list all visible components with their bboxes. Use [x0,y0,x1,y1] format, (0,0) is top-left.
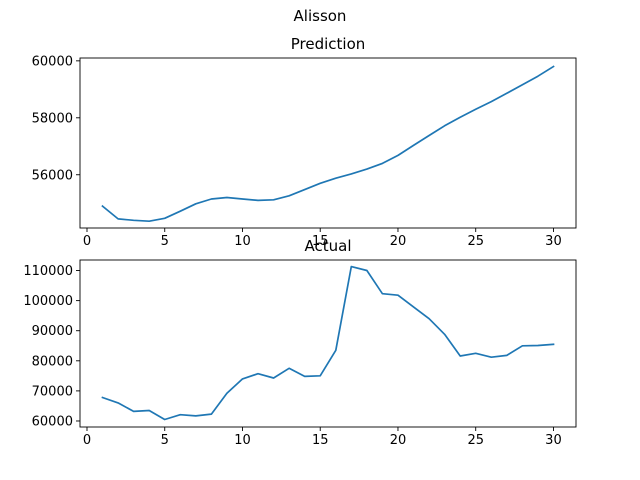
actual-y-tick-label: 100000 [23,294,73,309]
actual-y-tick-label: 80000 [32,354,73,369]
prediction-x-tick-label: 25 [467,234,484,249]
actual-x-tick-label: 5 [161,433,169,448]
actual-x-tick-label: 25 [467,433,484,448]
prediction-chart: Prediction 0 5 10 15 20 25 30 56000 58000 60000 [32,35,577,249]
prediction-x-tick-label: 15 [312,234,329,249]
figure-suptitle: Alisson [294,7,347,25]
actual-x-tick-label: 0 [83,433,91,448]
actual-y-tick-label: 110000 [23,264,73,279]
prediction-x-tick-label: 10 [234,234,251,249]
prediction-x-tick-label: 0 [83,234,91,249]
actual-chart: Actual 0 5 10 15 20 25 30 60000 70000 80000 90000 1… [23,237,577,448]
actual-chart-title: Actual [305,237,352,255]
actual-x-tick-label: 15 [312,433,329,448]
actual-y-tick-label: 60000 [32,414,73,429]
prediction-series-line [101,65,555,223]
prediction-x-tick-label: 20 [390,234,407,249]
actual-series-line [101,265,555,421]
prediction-plot-frame [79,57,577,229]
actual-plot-frame [79,259,577,428]
actual-y-tick-label: 70000 [32,384,73,399]
actual-y-tick-label: 90000 [32,324,73,339]
actual-x-tick-label: 10 [234,433,251,448]
actual-x-tick-label: 30 [545,433,562,448]
prediction-chart-title: Prediction [291,35,366,53]
prediction-y-tick-label: 56000 [32,168,73,183]
prediction-y-tick-label: 60000 [32,54,73,69]
prediction-x-tick-label: 5 [161,234,169,249]
prediction-y-tick-label: 58000 [32,111,73,126]
actual-x-tick-label: 20 [390,433,407,448]
prediction-x-tick-label: 30 [545,234,562,249]
